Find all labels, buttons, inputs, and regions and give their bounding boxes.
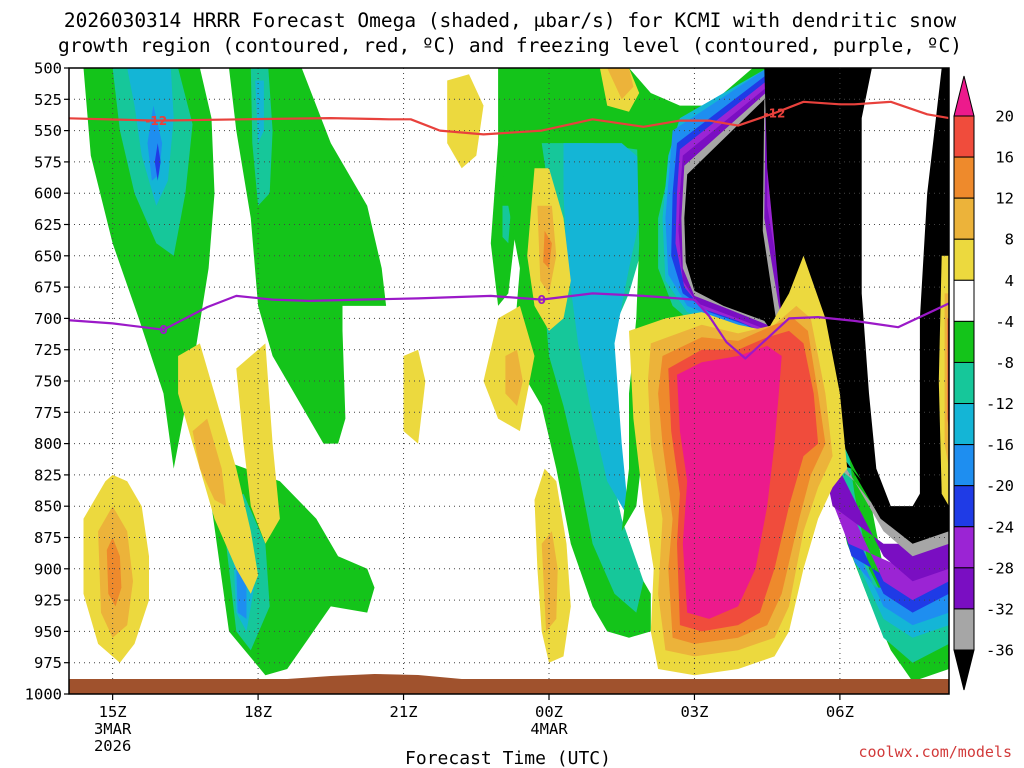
omega-region (677, 345, 782, 619)
credit: coolwx.com/models (858, 743, 1012, 761)
y-tick-label: 750 (34, 373, 62, 391)
y-tick-label: 950 (34, 623, 62, 641)
contour-label: -12 (764, 107, 786, 121)
title-line1: 2026030314 HRRR Forecast Omega (shaded, … (64, 9, 956, 32)
omega-region (607, 68, 634, 100)
ground-strip (69, 673, 949, 694)
contour-line (69, 292, 949, 360)
colorbar-bin (953, 361, 975, 405)
colorbar-bin (953, 608, 975, 651)
colorbar-bin (953, 403, 975, 446)
plot-area: -12 -12 0 0 (68, 67, 950, 695)
omega-region (543, 230, 552, 269)
colorbar-label: 20 (995, 108, 1014, 126)
colorbar-label: -36 (986, 642, 1014, 660)
omega-region (192, 418, 227, 507)
x-tick-label: 2026 (94, 737, 131, 755)
x-tick-label: 21Z (390, 703, 418, 721)
colorbar-top-triangle (953, 75, 975, 117)
y-tick-label: 975 (34, 654, 62, 672)
contour-line (69, 100, 949, 136)
x-tick-label: 4MAR (530, 720, 568, 738)
grid (69, 67, 949, 695)
colorbar-bin (953, 444, 975, 487)
colorbar-label: -20 (986, 477, 1014, 495)
omega-region (684, 99, 949, 544)
omega-region (255, 80, 264, 144)
omega-region (502, 205, 512, 244)
colorbar-bin (953, 156, 975, 199)
y-axis: 500 525 550 575 600 625 650 675 700 725 750 775 800 8… (25, 60, 69, 704)
omega-region (403, 349, 426, 444)
colorbar-bin (953, 526, 975, 569)
x-tick-label: 15Z (99, 703, 127, 721)
y-tick-label: 525 (34, 91, 62, 109)
x-tick-label: 18Z (244, 703, 272, 721)
y-tick-label: 725 (34, 341, 62, 359)
colorbar-bin (953, 567, 975, 610)
colorbar-label: -16 (986, 436, 1014, 454)
y-tick-label: 775 (34, 404, 62, 422)
contour-label: 0 (538, 293, 546, 307)
y-tick-label: 500 (34, 60, 62, 78)
colorbar-label: 12 (995, 190, 1014, 208)
ground (69, 673, 949, 694)
y-tick-label: 850 (34, 498, 62, 516)
y-tick-label: 650 (34, 247, 62, 265)
x-tick-label: 00Z (535, 703, 563, 721)
y-tick-label: 600 (34, 185, 62, 203)
x-axis-label: Forecast Time (UTC) (405, 748, 611, 768)
y-tick-label: 900 (34, 560, 62, 578)
title-line2: growth region (contoured, red, ºC) and f… (58, 34, 962, 57)
omega-shading (83, 68, 949, 682)
colorbar-label: 8 (1005, 231, 1014, 249)
omega-region (764, 68, 949, 538)
colorbar-label: -12 (986, 395, 1014, 413)
y-tick-label: 700 (34, 310, 62, 328)
colorbar-label: 4 (1005, 272, 1014, 290)
x-tick-label: 06Z (826, 703, 854, 721)
colorbar-label: -8 (995, 354, 1014, 372)
colorbar: 20 16 12 8 4 -4 -8 -12 -16 -20 -24 -28 -32 -36 (953, 75, 1014, 691)
colorbar-label: -4 (995, 313, 1014, 331)
omega-region (447, 74, 484, 169)
y-tick-label: 675 (34, 279, 62, 297)
omega-region (154, 143, 161, 181)
y-tick-label: 575 (34, 153, 62, 171)
contour-label: 0 (159, 323, 167, 337)
y-tick-label: 825 (34, 466, 62, 484)
colorbar-bin (953, 197, 975, 240)
y-tick-label: 550 (34, 122, 62, 140)
colorbar-bottom-triangle (953, 649, 975, 691)
y-tick-label: 875 (34, 529, 62, 547)
colorbar-bin (953, 320, 975, 363)
colorbar-bin (953, 115, 975, 158)
omega-region (563, 143, 651, 519)
colorbar-bin (953, 485, 975, 528)
x-tick-label: 03Z (680, 703, 708, 721)
y-tick-label: 800 (34, 435, 62, 453)
colorbar-bin (953, 279, 975, 322)
y-tick-label: 1000 (25, 686, 62, 704)
omega-region (106, 537, 122, 607)
omega-region (505, 349, 523, 406)
colorbar-bin (953, 238, 975, 281)
colorbar-label: -24 (986, 518, 1014, 536)
contour-label: -12 (145, 114, 167, 128)
colorbar-label: -28 (986, 559, 1014, 577)
y-tick-label: 925 (34, 592, 62, 610)
x-tick-label: 3MAR (94, 720, 132, 738)
contours: -12 -12 0 0 (69, 100, 949, 360)
omega-region (541, 531, 558, 632)
y-tick-label: 625 (34, 216, 62, 234)
colorbar-label: 16 (995, 149, 1014, 167)
colorbar-label: -32 (986, 600, 1014, 618)
